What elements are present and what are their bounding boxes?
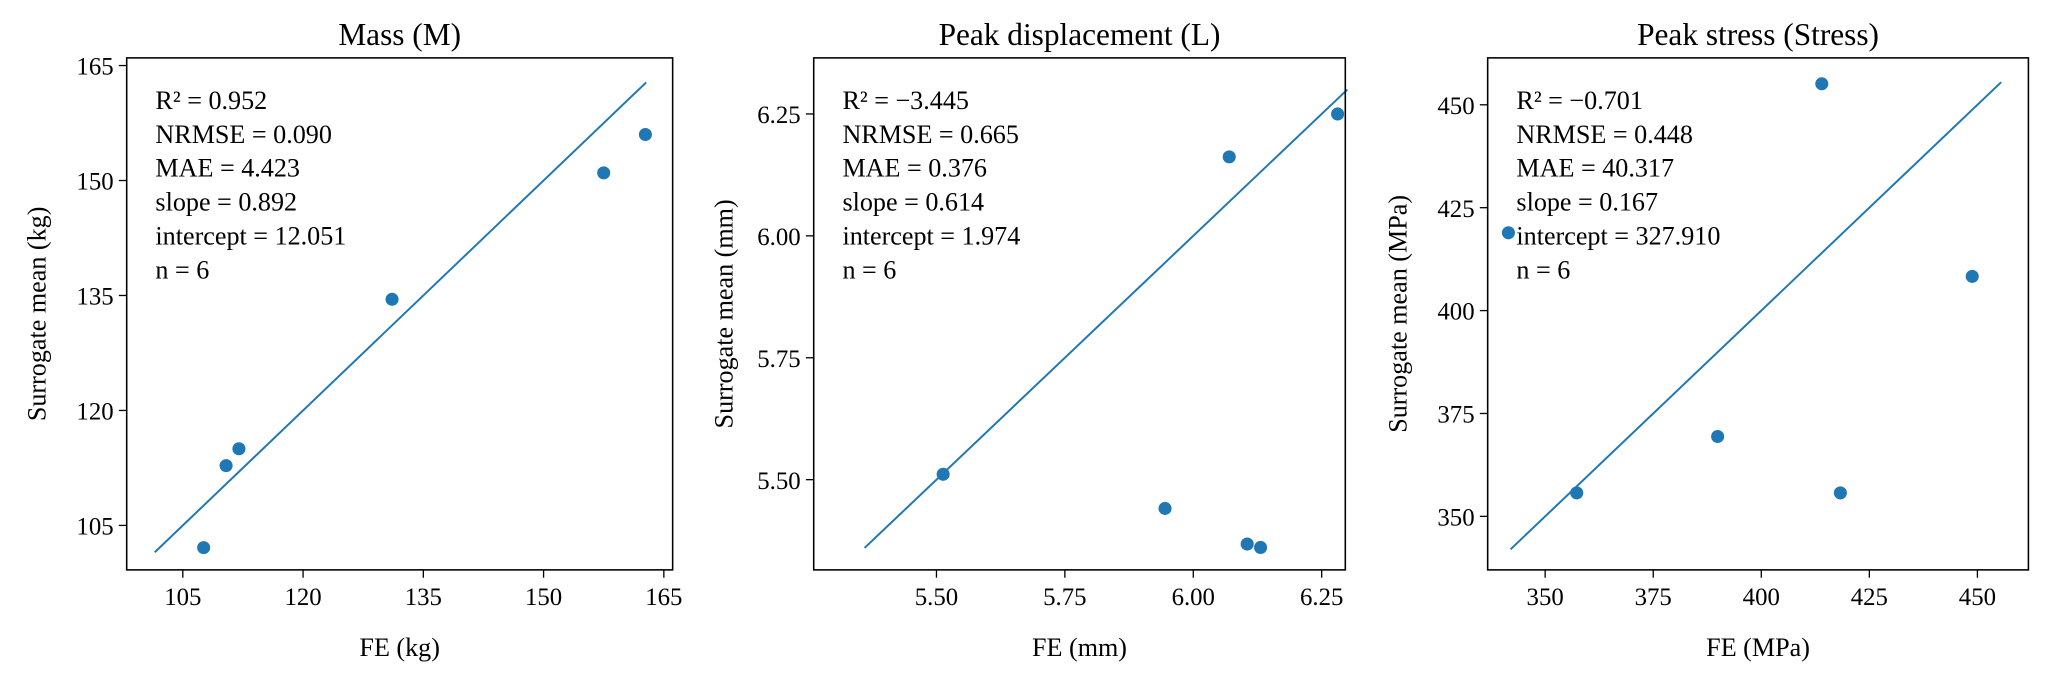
stat-annotation: MAE = 40.317 (1516, 154, 1674, 183)
chart-title: Peak displacement (L) (939, 17, 1221, 52)
data-point (219, 459, 233, 473)
x-axis-label: FE (mm) (1032, 633, 1127, 662)
y-axis-label: Surrogate mean (mm) (710, 199, 739, 428)
x-tick-label: 400 (1743, 584, 1780, 611)
data-point (1501, 226, 1515, 240)
data-point (597, 166, 611, 180)
data-point (638, 127, 652, 142)
x-tick-label: 350 (1527, 584, 1564, 611)
stat-annotation: slope = 0.614 (842, 188, 984, 217)
data-point (936, 467, 950, 481)
stat-annotation: n = 6 (155, 256, 209, 285)
stat-annotation: MAE = 0.376 (842, 154, 987, 183)
data-point (1158, 501, 1172, 515)
x-tick-label: 6.00 (1172, 584, 1215, 611)
y-tick-label: 375 (1437, 402, 1474, 429)
data-point (1331, 107, 1345, 121)
stat-annotation: intercept = 1.974 (842, 222, 1020, 251)
y-tick-label: 5.75 (757, 346, 800, 373)
stat-annotation: n = 6 (842, 256, 896, 285)
chart-title: Mass (M) (338, 17, 461, 52)
plot-frame (125, 57, 674, 571)
x-tick-label: 150 (525, 584, 562, 611)
y-axis-label: Surrogate mean (MPa) (1384, 195, 1413, 433)
x-tick-label: 105 (164, 584, 201, 611)
x-tick-label: 6.25 (1300, 584, 1343, 611)
data-point (385, 292, 399, 306)
data-point (1833, 486, 1847, 500)
stat-annotation: intercept = 327.910 (1516, 222, 1720, 251)
data-point (1240, 537, 1254, 551)
data-point (197, 541, 211, 555)
x-tick-label: 425 (1851, 584, 1888, 611)
stat-annotation: NRMSE = 0.665 (842, 120, 1018, 149)
data-point (1965, 269, 1979, 283)
x-tick-label: 135 (405, 584, 442, 611)
x-axis-label: FE (MPa) (1706, 633, 1810, 662)
x-tick-label: 120 (284, 584, 321, 611)
x-axis-label: FE (kg) (359, 633, 440, 662)
y-tick-label: 6.00 (757, 224, 800, 251)
stat-annotation: intercept = 12.051 (155, 222, 346, 251)
x-tick-label: 5.75 (1043, 584, 1086, 611)
reference-line (154, 81, 647, 553)
y-tick-label: 150 (76, 169, 113, 196)
stat-annotation: MAE = 4.423 (155, 154, 300, 183)
y-tick-label: 5.50 (757, 468, 800, 495)
reference-line (1509, 81, 2002, 551)
data-point (1222, 150, 1236, 164)
stat-annotation: slope = 0.167 (1516, 188, 1658, 217)
y-tick-label: 135 (76, 284, 113, 311)
y-axis-label: Surrogate mean (kg) (23, 207, 52, 422)
stat-annotation: R² = 0.952 (155, 86, 267, 115)
y-tick-label: 120 (76, 399, 113, 426)
stat-annotation: slope = 0.892 (155, 188, 297, 217)
y-tick-label: 400 (1437, 299, 1474, 326)
plot-frame (1486, 57, 2030, 571)
y-tick-label: 350 (1437, 505, 1474, 532)
x-tick-label: 375 (1635, 584, 1672, 611)
x-tick-label: 5.50 (915, 584, 958, 611)
chart-title: Peak stress (Stress) (1637, 17, 1879, 52)
data-point (1815, 77, 1829, 91)
y-tick-label: 6.25 (757, 102, 800, 129)
data-point (1570, 486, 1584, 500)
y-tick-label: 425 (1437, 196, 1474, 223)
stat-annotation: n = 6 (1516, 256, 1570, 285)
plot-frame (812, 57, 1347, 571)
data-point (1254, 540, 1268, 554)
stat-annotation: NRMSE = 0.090 (155, 120, 331, 149)
y-tick-label: 165 (76, 54, 113, 81)
y-tick-label: 450 (1437, 93, 1474, 120)
y-tick-label: 105 (76, 514, 113, 541)
stat-annotation: R² = −3.445 (842, 86, 969, 115)
data-point (232, 442, 246, 456)
x-tick-label: 450 (1959, 584, 1996, 611)
data-point (1711, 429, 1725, 444)
stat-annotation: R² = −0.701 (1516, 86, 1643, 115)
stat-annotation: NRMSE = 0.448 (1516, 120, 1692, 149)
x-tick-label: 165 (645, 584, 682, 611)
